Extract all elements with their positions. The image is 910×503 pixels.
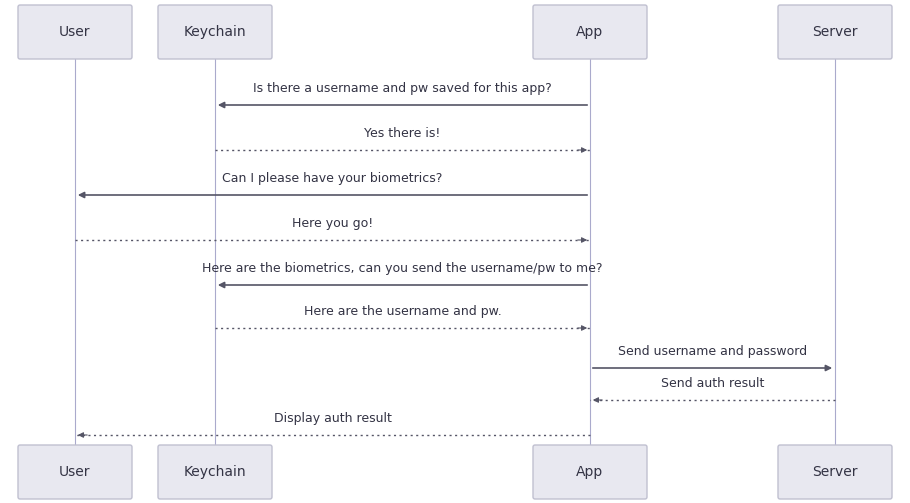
- Text: Server: Server: [813, 25, 858, 39]
- Text: Here you go!: Here you go!: [292, 217, 373, 230]
- FancyBboxPatch shape: [533, 445, 647, 499]
- Text: Server: Server: [813, 465, 858, 479]
- Text: Keychain: Keychain: [184, 465, 247, 479]
- FancyBboxPatch shape: [778, 445, 892, 499]
- Text: Send auth result: Send auth result: [661, 377, 764, 390]
- FancyBboxPatch shape: [533, 5, 647, 59]
- Text: Can I please have your biometrics?: Can I please have your biometrics?: [222, 172, 442, 185]
- FancyBboxPatch shape: [18, 445, 132, 499]
- Text: Is there a username and pw saved for this app?: Is there a username and pw saved for thi…: [253, 82, 551, 95]
- FancyBboxPatch shape: [778, 5, 892, 59]
- Text: Here are the biometrics, can you send the username/pw to me?: Here are the biometrics, can you send th…: [202, 262, 602, 275]
- Text: User: User: [59, 25, 91, 39]
- Text: User: User: [59, 465, 91, 479]
- Text: Display auth result: Display auth result: [274, 412, 391, 425]
- FancyBboxPatch shape: [18, 5, 132, 59]
- Text: Keychain: Keychain: [184, 25, 247, 39]
- Text: App: App: [576, 25, 603, 39]
- Text: App: App: [576, 465, 603, 479]
- Text: Here are the username and pw.: Here are the username and pw.: [304, 305, 501, 318]
- FancyBboxPatch shape: [158, 445, 272, 499]
- Text: Yes there is!: Yes there is!: [364, 127, 440, 140]
- Text: Send username and password: Send username and password: [618, 345, 807, 358]
- FancyBboxPatch shape: [158, 5, 272, 59]
